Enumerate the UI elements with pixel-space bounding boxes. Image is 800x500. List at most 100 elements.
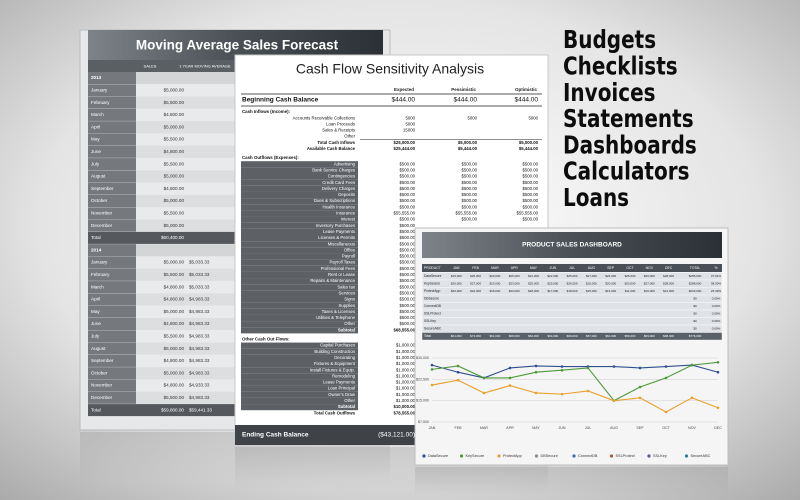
cashflow-sheet: Cash Flow Sensitivity Analysis Expected Pe… (234, 54, 549, 446)
x-tick-label: APR (506, 426, 514, 430)
row-label: April (91, 297, 100, 302)
label-cell (88, 367, 136, 380)
row-label: Office (344, 247, 356, 252)
cell: $20,000 (509, 289, 520, 293)
row-label: December (91, 395, 113, 400)
row-value: $500.00 (461, 174, 477, 179)
legend-swatch (459, 454, 464, 458)
row-label: September (91, 186, 114, 191)
row-label: August (91, 174, 106, 179)
cell: 26.39% (711, 289, 722, 293)
sales-value: $60,400.00 (161, 235, 184, 240)
cell: 38.00% (711, 281, 722, 285)
average-value: $4,983.33 (189, 334, 210, 339)
row-label: Utilities & Telephone (316, 315, 355, 320)
cell: $0 (693, 304, 697, 308)
column-label: MAY (530, 266, 538, 270)
data-point (560, 368, 564, 372)
label-cell (241, 247, 358, 254)
row-label: January (91, 88, 108, 93)
row-label: Interest (341, 217, 356, 222)
label-cell (241, 173, 358, 180)
product-name: SSLKey (424, 319, 436, 323)
label-cell (241, 241, 358, 248)
cell: $27,000 (586, 274, 597, 278)
row-value: $500.00 (399, 297, 415, 302)
row-value: $500.00 (461, 204, 477, 209)
row-value: $1,000.00 (396, 343, 416, 348)
row-label: October (91, 370, 108, 375)
total-label: Subtotal (338, 404, 355, 409)
x-tick-label: FEB (455, 426, 463, 430)
cell: 0.00% (712, 296, 721, 300)
label-cell (241, 327, 358, 334)
legend-swatch (684, 454, 689, 458)
x-tick-label: SEP (636, 426, 644, 430)
sheet-title: Moving Average Sales Forecast (136, 38, 339, 53)
feature-word: Loans (563, 184, 629, 213)
row-value: $1,000.00 (396, 380, 416, 385)
sales-value: $5,500.00 (164, 161, 185, 166)
row-label: Rent or Lease (328, 272, 356, 277)
y-tick-label: $30,000 (416, 356, 429, 360)
row-value: $55,555.00 (455, 211, 477, 216)
row-label: February (91, 272, 110, 277)
cell: $64,000 (547, 334, 558, 338)
row-value: $500.00 (461, 192, 477, 197)
year-label: 2014 (91, 247, 102, 252)
row-value: 5000 (405, 115, 415, 120)
column-label: Pessimistic (451, 87, 476, 92)
label-cell (241, 271, 358, 279)
row-value: $500.00 (461, 180, 477, 185)
data-point (456, 364, 460, 368)
cell: $23,000 (489, 281, 500, 285)
row-value: $500.00 (399, 198, 415, 203)
row-value: $1,000.00 (396, 398, 416, 403)
label-cell (88, 84, 136, 97)
row-label: Loan Principal (328, 386, 355, 391)
data-point (534, 364, 538, 368)
row-label: Other (344, 134, 355, 139)
label-cell (241, 354, 358, 361)
cell: $22,000 (547, 274, 558, 278)
product-name: ProtectApp (424, 289, 440, 293)
row-value: $1,000.00 (396, 386, 416, 391)
sales-value: $5,500.00 (164, 272, 185, 277)
data-point (430, 368, 434, 371)
label-cell (241, 404, 358, 411)
row-value: $500.00 (461, 161, 477, 166)
x-tick-label: NOV (688, 426, 696, 430)
data-point (690, 363, 694, 367)
cell: $15,000 (586, 289, 597, 293)
column-label: JUN (550, 266, 557, 270)
table-row (421, 332, 723, 341)
row-value: $500.00 (399, 266, 415, 271)
sales-value: $5,500.00 (164, 100, 185, 105)
data-point (664, 365, 668, 368)
label-cell (241, 253, 358, 260)
cell: $64,000 (528, 334, 539, 338)
label-cell (241, 314, 358, 322)
cell: $203,000 (689, 289, 702, 293)
row-label: June (91, 149, 101, 154)
label-cell (88, 305, 136, 318)
feature-word: Statements (563, 105, 694, 134)
x-tick-label: OCT (662, 426, 670, 430)
column-label: FEB (472, 266, 479, 270)
cell: $776,000 (689, 334, 702, 338)
row-label: Delivery Charges (322, 186, 355, 191)
series-line (431, 364, 719, 379)
feature-word: Budgets (563, 26, 656, 55)
label-cell (241, 216, 358, 223)
column-label: JUL (569, 266, 575, 270)
label-cell (241, 342, 358, 349)
row-label: Other (344, 321, 355, 326)
cell: 0.00% (712, 311, 721, 315)
column-label: PRODUCT (424, 266, 441, 270)
row-label: Capital Purchases (320, 343, 355, 348)
row-label: Insurance (336, 211, 355, 216)
row-value: $500.00 (399, 192, 415, 197)
row-value: $500.00 (399, 241, 415, 246)
row-label: Professional Fees (321, 266, 355, 271)
